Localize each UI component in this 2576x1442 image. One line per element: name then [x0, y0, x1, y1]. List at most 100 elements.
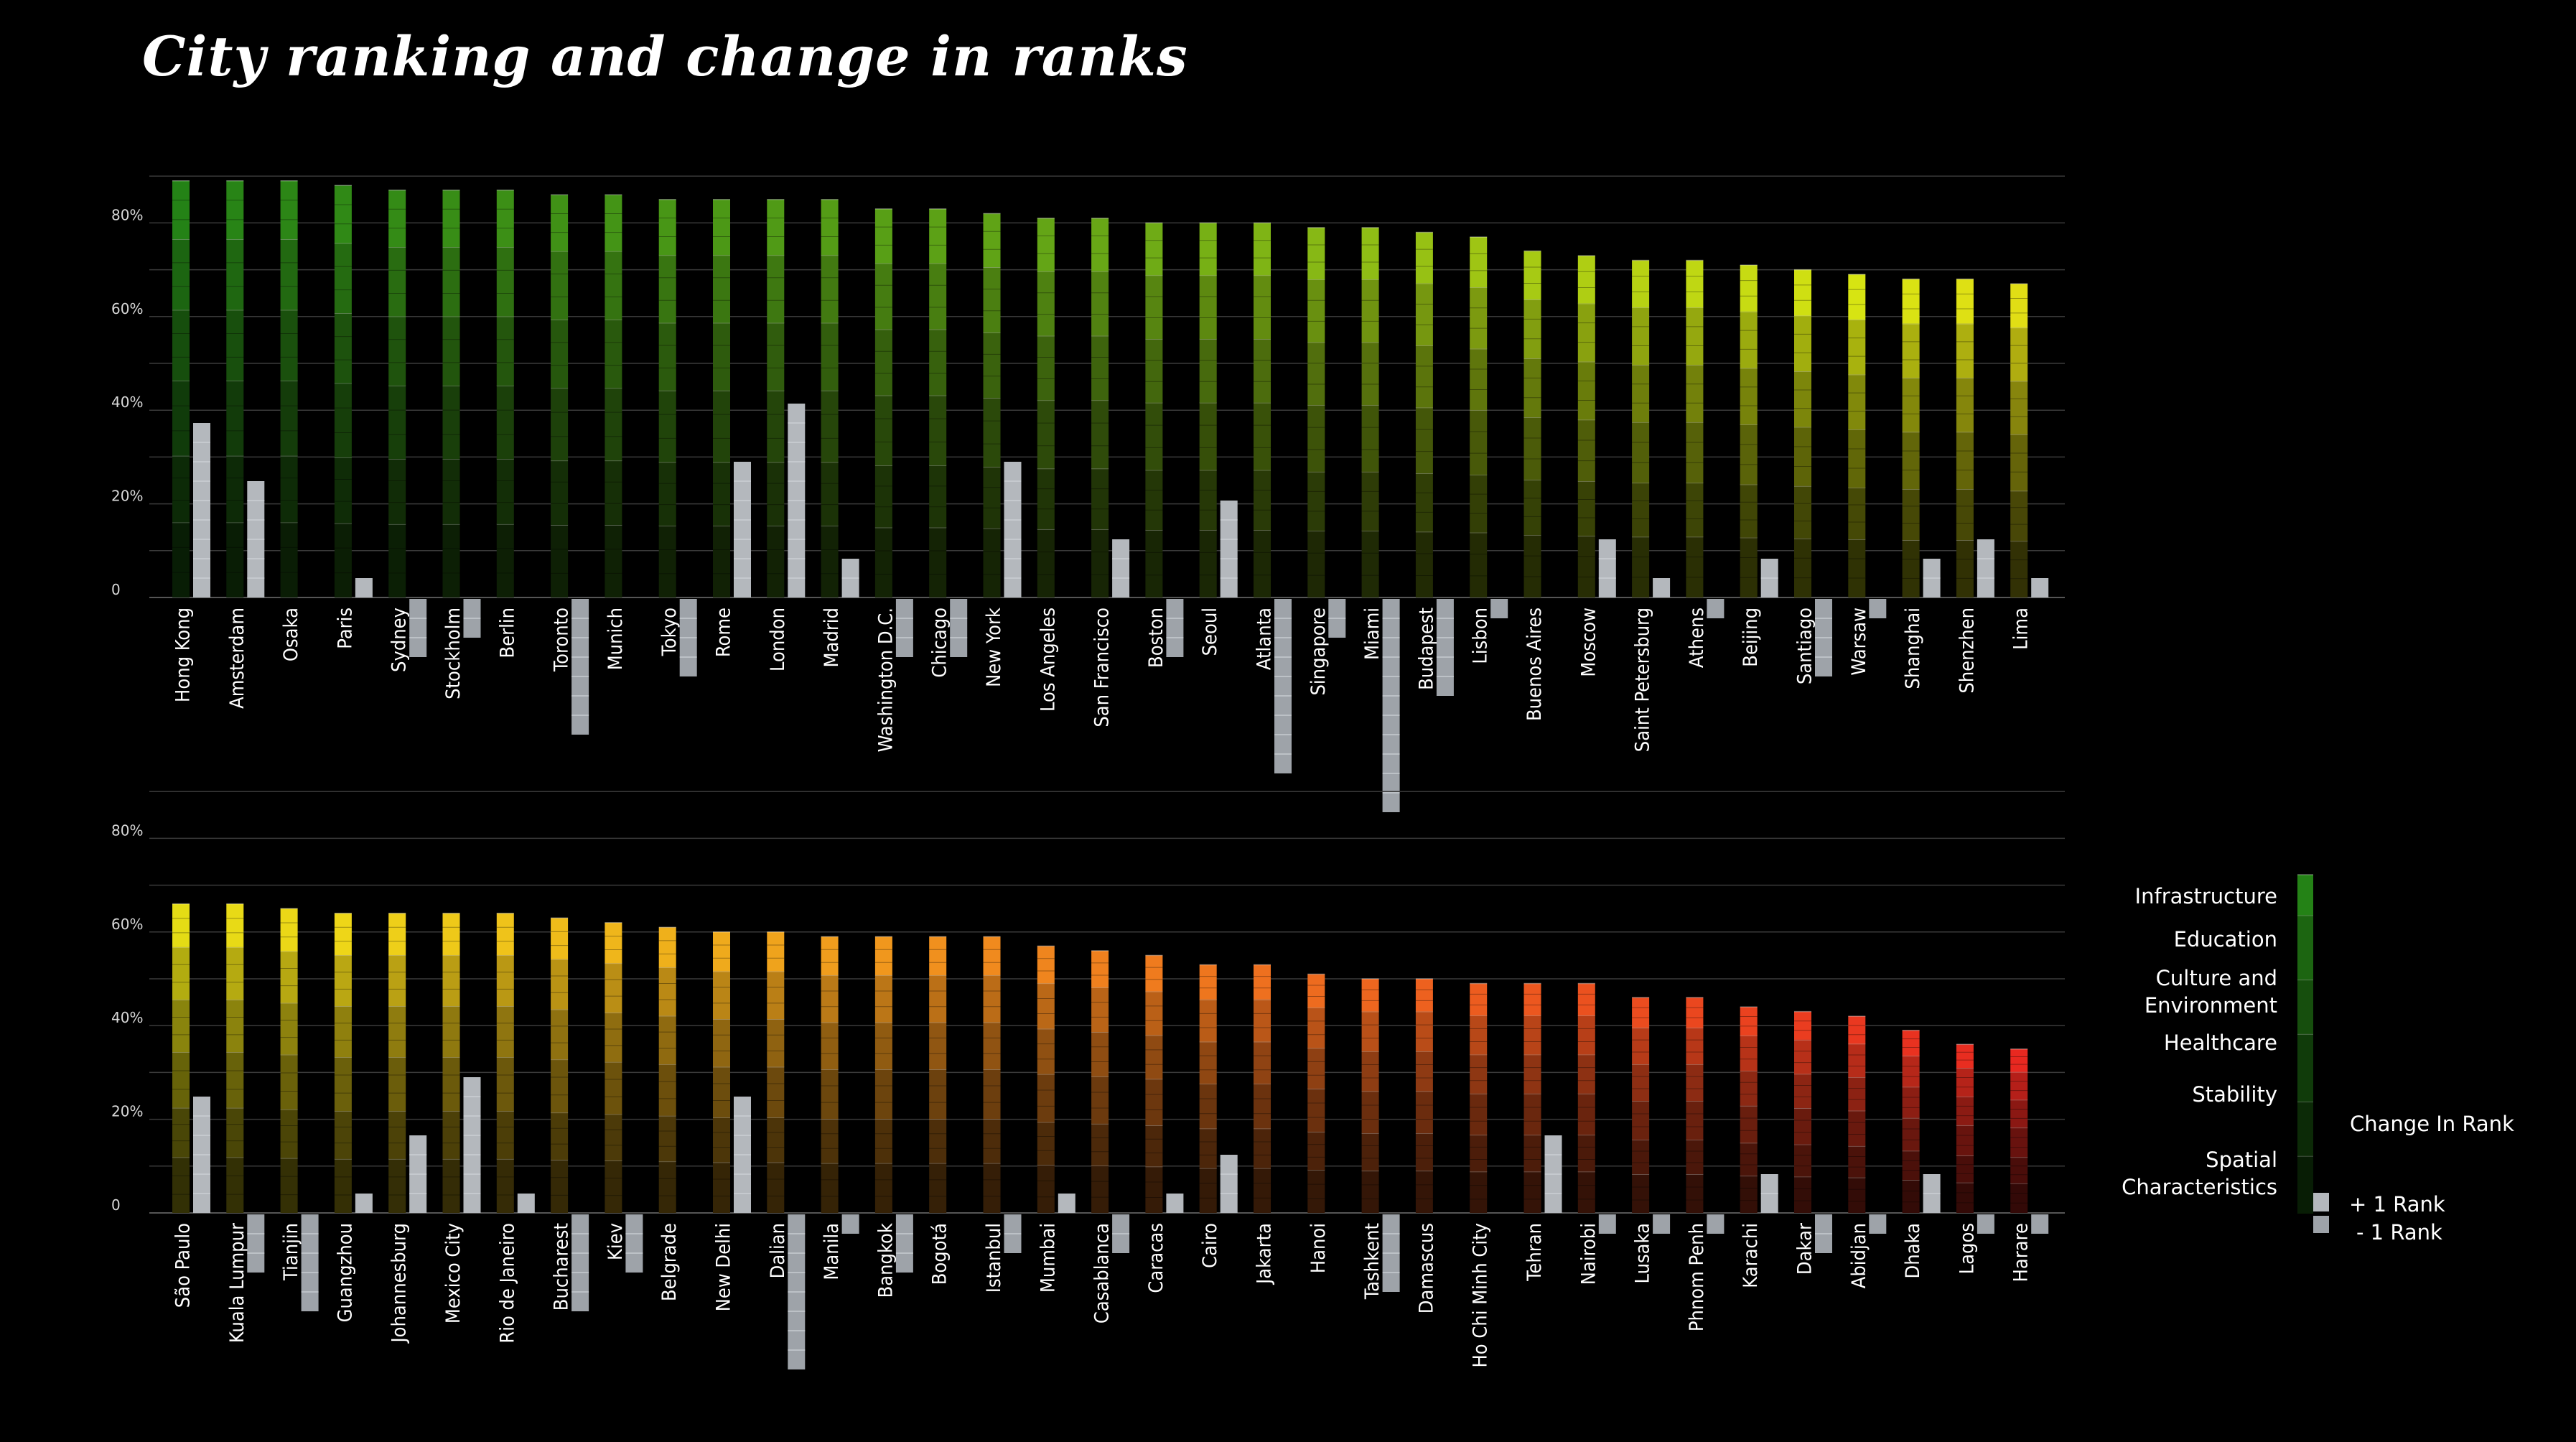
bar-segment	[1254, 223, 1271, 276]
city-label: Dakar	[1794, 1223, 1816, 1275]
legend-minus-label: - 1 Rank	[2356, 1220, 2442, 1245]
rank-change-bar	[571, 599, 589, 735]
city-label: Guangzhou	[334, 1223, 356, 1322]
bar-segment	[496, 190, 514, 248]
city-label: Washington D.C.	[874, 608, 897, 752]
rank-change-bar	[571, 1214, 589, 1311]
legend-swatch	[2297, 1155, 2313, 1214]
rank-change-rect	[1653, 1214, 1671, 1234]
city-label: São Paulo	[172, 1223, 195, 1308]
rank-change-rect	[734, 462, 751, 597]
bar	[2010, 1048, 2028, 1213]
legend-plus-label: + 1 Rank	[2349, 1192, 2445, 1217]
y-tick-label: 20%	[111, 488, 143, 505]
bar-segment	[1415, 531, 1433, 597]
bar-segment	[226, 1107, 244, 1158]
bar-segment	[1632, 1064, 1650, 1102]
bar-segment	[1361, 227, 1379, 280]
bar-segment	[496, 386, 514, 460]
bar-segment	[1686, 1101, 1704, 1140]
bar-segment	[605, 460, 622, 526]
bar-segment	[1740, 1176, 1758, 1213]
bar-segment	[172, 1052, 190, 1108]
bar-segment	[605, 922, 622, 964]
bar-segment	[713, 971, 730, 1020]
bar-segment	[983, 528, 1001, 597]
bar-segment	[334, 383, 352, 457]
city-label: Hanoi	[1307, 1223, 1330, 1273]
rank-change-rect	[1977, 1214, 1994, 1234]
bar-segment	[388, 459, 406, 524]
bar-segment	[1523, 535, 1541, 597]
bar	[496, 190, 514, 597]
rank-change-bar	[1490, 599, 1508, 618]
rank-change-rect	[409, 599, 427, 657]
bar-segment	[1794, 315, 1811, 372]
bar-segment	[280, 1054, 298, 1110]
city-label: Bucharest	[551, 1223, 573, 1311]
bar-segment	[874, 527, 892, 597]
city-label: Johannesburg	[388, 1223, 411, 1344]
bar-segment	[551, 320, 569, 389]
bar-segment	[226, 1157, 244, 1213]
bar-segment	[1577, 303, 1595, 362]
bar-segment	[1577, 481, 1595, 536]
bar-segment	[1091, 1166, 1109, 1213]
bar	[1902, 1029, 1920, 1213]
bar-segment	[1902, 323, 1920, 378]
city-label: Kiev	[605, 1223, 627, 1260]
bar-segment	[442, 955, 460, 1007]
rank-change-bar	[1382, 599, 1400, 812]
bar-segment	[983, 1069, 1001, 1120]
rank-change-bar	[1653, 1214, 1671, 1234]
bar-segment	[280, 310, 298, 381]
bar-segment	[713, 526, 730, 597]
bar	[1794, 1010, 1811, 1213]
rank-change-bar	[517, 1194, 535, 1213]
bar-segment	[1145, 275, 1163, 340]
bar-segment	[1848, 1043, 1866, 1078]
city-label: Lusaka	[1632, 1223, 1654, 1283]
bar-segment	[658, 1115, 676, 1162]
bar-segment	[1037, 335, 1055, 401]
bar-segment	[1254, 964, 1271, 1000]
bar-segment	[496, 1158, 514, 1213]
bar-segment	[1577, 256, 1595, 304]
bar	[172, 903, 190, 1213]
bar-segment	[1254, 275, 1271, 340]
bar	[713, 199, 730, 597]
bar	[1254, 222, 1271, 597]
legend-minus-swatch	[2313, 1216, 2329, 1233]
bar-segment	[874, 263, 892, 330]
bar-segment	[658, 322, 676, 391]
city-label: Osaka	[280, 608, 302, 661]
rank-change-bar	[1869, 599, 1887, 618]
bar	[496, 912, 514, 1213]
rank-change-bar	[409, 1135, 427, 1213]
rank-change-bar	[1004, 462, 1022, 597]
bar-segment	[1470, 1093, 1488, 1135]
bar	[388, 190, 406, 597]
bar-segment	[929, 936, 947, 976]
bar	[1848, 1015, 1866, 1213]
legend-label: Education	[2174, 927, 2277, 952]
legend-swatch	[2297, 980, 2313, 1034]
bar-segment	[1145, 402, 1163, 470]
rank-change-rect	[2031, 1214, 2049, 1234]
bar-segment	[1415, 1051, 1433, 1092]
bar-segment	[1037, 218, 1055, 271]
bar-segment	[172, 1107, 190, 1158]
bar-segment	[1145, 1035, 1163, 1079]
bar-segment	[1254, 470, 1271, 531]
bar-segment	[1307, 1008, 1325, 1048]
bar-segment	[1254, 1084, 1271, 1129]
bar	[605, 922, 622, 1213]
bar-segment	[1902, 432, 1920, 490]
city-label: Madrid	[821, 608, 843, 667]
bar-segment	[1091, 987, 1109, 1033]
bar-segment	[1902, 1117, 1920, 1151]
bar-segment	[551, 1112, 569, 1160]
bar-segment	[1902, 1180, 1920, 1213]
bar-segment	[551, 918, 569, 959]
city-label: Beijing	[1740, 608, 1762, 667]
